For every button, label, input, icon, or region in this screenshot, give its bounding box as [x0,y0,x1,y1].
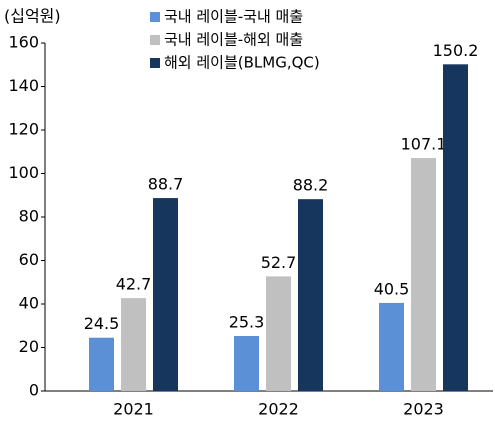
bar [153,198,178,391]
bar [89,337,114,391]
data-label: 107.1 [401,135,447,154]
y-tick-label: 100 [8,163,39,182]
y-tick-label: 0 [29,381,39,400]
y-tick-label: 20 [19,337,39,356]
y-axis-label: (십억원) [4,7,61,26]
x-tick-label: 2023 [403,400,444,419]
data-label: 52.7 [261,253,297,272]
bar [443,64,468,391]
y-tick-label: 80 [19,207,39,226]
legend-swatch [150,12,160,22]
x-tick-label: 2022 [258,400,299,419]
data-label: 88.2 [293,176,329,195]
legend-label: 국내 레이블-해외 매출 [164,31,303,49]
bar [411,158,436,391]
legend-swatch [150,58,160,68]
y-tick-label: 140 [8,76,39,95]
legend-label: 해외 레이블(BLMG,QC) [164,54,320,72]
legend-label: 국내 레이블-국내 매출 [164,8,303,26]
y-tick-label: 120 [8,120,39,139]
bar [234,335,259,391]
bar [298,199,323,391]
y-tick-label: 40 [19,294,39,313]
y-tick-label: 60 [19,250,39,269]
data-label: 42.7 [116,275,152,294]
bar [379,302,404,391]
data-label: 88.7 [148,175,184,194]
data-label: 150.2 [433,41,479,60]
y-tick-label: 160 [8,33,39,52]
legend-swatch [150,35,160,45]
bar [266,276,291,391]
data-label: 24.5 [84,314,120,333]
bar [121,298,146,391]
x-tick-label: 2021 [113,400,154,419]
data-label: 40.5 [374,279,410,298]
data-label: 25.3 [229,312,265,331]
